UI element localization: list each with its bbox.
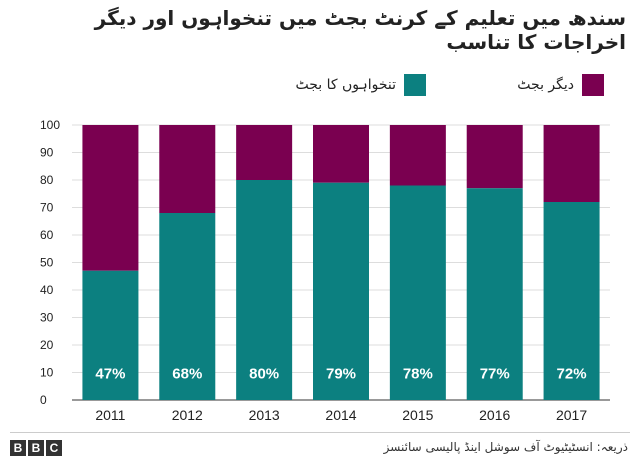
data-label-2015: 78% <box>403 366 433 383</box>
chart-title: سندھ میں تعلیم کے کرنٹ بجٹ میں تنخواہوں … <box>94 6 626 54</box>
bar-other-2015 <box>389 125 446 186</box>
data-label-2016: 77% <box>480 366 510 383</box>
data-label-2012: 68% <box>172 366 202 383</box>
y-tick-label: 30 <box>40 311 54 325</box>
bar-salary-2016 <box>466 188 523 400</box>
source-note: ذریعہ: انسٹیٹیوٹ آف سوشل اینڈ پالیسی سائ… <box>383 440 628 454</box>
legend-swatch-salary <box>404 74 426 96</box>
legend-item-salary: تنخواہوں کا بجٹ <box>295 72 426 98</box>
x-tick-label: 2013 <box>249 407 280 423</box>
y-tick-label: 50 <box>40 256 54 270</box>
bar-other-2012 <box>159 125 216 213</box>
data-label-2011: 47% <box>95 366 125 383</box>
legend-label-salary: تنخواہوں کا بجٹ <box>295 77 396 93</box>
x-tick-label: 2014 <box>325 407 356 423</box>
x-tick-label: 2017 <box>556 407 587 423</box>
bar-salary-2011 <box>82 270 139 400</box>
bar-other-2011 <box>82 125 139 271</box>
bar-salary-2012 <box>159 213 216 400</box>
bar-salary-2013 <box>236 180 293 400</box>
y-tick-label: 80 <box>40 173 54 187</box>
bar-other-2014 <box>313 125 369 183</box>
bbc-logo-letter: C <box>46 440 62 456</box>
stacked-bar-chart: 0 10 20 30 40 50 60 70 80 90 100 47% 2011 68% 2012 80% 2… <box>40 118 610 423</box>
data-label-2017: 72% <box>557 366 587 383</box>
x-tick-label: 2012 <box>172 407 203 423</box>
bbc-logo: B B C <box>10 440 62 456</box>
bar-salary-2017 <box>543 202 600 400</box>
bar-other-2017 <box>543 125 600 202</box>
bar-other-2016 <box>466 125 523 189</box>
bar-salary-2014 <box>313 182 369 400</box>
x-tick-label: 2016 <box>479 407 510 423</box>
legend-item-other: دیگر بجٹ <box>517 72 604 98</box>
y-tick-label: 40 <box>40 283 54 297</box>
bar-salary-2015 <box>389 185 446 400</box>
legend-label-other: دیگر بجٹ <box>517 77 574 93</box>
y-tick-label: 60 <box>40 228 54 242</box>
footer-divider <box>10 432 630 433</box>
bbc-logo-letter: B <box>28 440 44 456</box>
y-tick-label: 20 <box>40 338 54 352</box>
bar-other-2013 <box>236 125 293 180</box>
bbc-logo-letter: B <box>10 440 26 456</box>
y-tick-label: 100 <box>40 118 60 132</box>
x-tick-label: 2015 <box>402 407 433 423</box>
data-label-2014: 79% <box>326 366 356 383</box>
y-tick-label: 90 <box>40 146 54 160</box>
y-tick-label: 70 <box>40 201 54 215</box>
y-tick-label: 0 <box>40 393 47 407</box>
legend-swatch-other <box>582 74 604 96</box>
y-tick-label: 10 <box>40 366 54 380</box>
data-label-2013: 80% <box>249 366 279 383</box>
x-tick-label: 2011 <box>95 407 125 423</box>
